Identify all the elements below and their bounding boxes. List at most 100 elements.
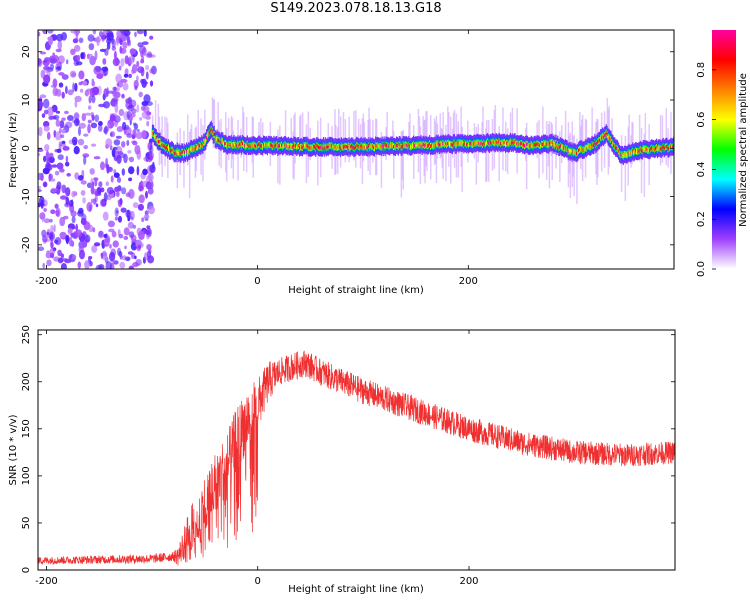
noise-cell	[142, 41, 149, 45]
ridge-cell	[608, 136, 610, 140]
ridge-cell	[260, 144, 262, 148]
ridge-cell	[436, 142, 438, 147]
ridge-cell	[227, 142, 230, 147]
ridge-cell	[472, 142, 474, 146]
noise-cell	[94, 114, 100, 123]
ridge-cell	[654, 147, 656, 152]
noise-cell	[111, 97, 119, 103]
ridge-cell	[671, 145, 673, 149]
noise-cell	[144, 210, 149, 216]
ridge-cell	[309, 146, 311, 150]
noise-cell	[70, 30, 78, 34]
noise-cell	[113, 139, 121, 146]
ridge-cell	[626, 153, 628, 157]
ridge-cell	[564, 146, 566, 150]
ridge-cell	[653, 147, 655, 151]
noise-cell	[42, 262, 45, 269]
ridge-cell	[231, 143, 233, 148]
ridge-cell	[438, 143, 440, 148]
ridge-cell	[571, 151, 573, 155]
ridge-cell	[288, 145, 290, 149]
ridge-halo	[665, 108, 667, 165]
ridge-cell	[257, 143, 259, 148]
ridge-cell	[178, 150, 180, 154]
ridge-halo	[631, 121, 633, 165]
noise-cell	[85, 234, 91, 243]
noise-cell	[56, 61, 60, 67]
noise-cell	[43, 199, 48, 207]
noise-cell	[95, 203, 99, 208]
noise-cell	[49, 57, 58, 64]
ridge-cell	[264, 143, 267, 148]
ridge-cell	[623, 152, 625, 157]
ridge-halo	[485, 128, 487, 182]
noise-cell	[58, 72, 65, 76]
ridge-cell	[569, 150, 571, 154]
noise-cell	[105, 181, 110, 186]
noise-cell	[61, 184, 67, 194]
ridge-halo	[525, 122, 528, 190]
ridge-cell	[208, 130, 211, 135]
ridge-cell	[177, 151, 179, 156]
ridge-cell	[489, 140, 491, 145]
ridge-cell	[583, 148, 585, 152]
ridge-cell	[517, 142, 519, 146]
noise-cell	[62, 146, 70, 151]
noise-cell	[113, 115, 121, 123]
ridge-cell	[420, 142, 422, 146]
ridge-cell	[427, 144, 429, 148]
ridge-cell	[282, 144, 285, 148]
ridge-cell	[262, 144, 264, 149]
ridge-cell	[560, 144, 562, 148]
ridge-cell	[228, 142, 230, 147]
ridge-cell	[450, 143, 453, 147]
ridge-cell	[582, 148, 585, 152]
noise-cell	[105, 138, 113, 148]
ridge-cell	[664, 145, 666, 150]
ridge-cell	[625, 152, 627, 157]
ridge-cell	[535, 143, 537, 147]
ridge-cell	[496, 140, 498, 145]
ridge-cell	[434, 143, 436, 148]
noise-cell	[109, 251, 116, 262]
ridge-cell	[192, 146, 194, 151]
noise-cell	[145, 53, 153, 58]
noise-cell	[54, 131, 62, 141]
noise-cell	[67, 89, 74, 96]
ridge-cell	[534, 142, 536, 147]
noise-cell	[75, 223, 78, 232]
noise-cell	[79, 88, 84, 93]
ridge-cell	[473, 141, 475, 145]
ridge-cell	[448, 141, 450, 145]
ridge-cell	[312, 145, 314, 149]
ridge-cell	[575, 151, 577, 155]
noise-cell	[109, 244, 112, 249]
noise-cell	[43, 120, 50, 128]
ridge-halo	[392, 120, 394, 152]
ridge-cell	[647, 148, 649, 152]
noise-cell	[110, 175, 114, 183]
ridge-cell	[229, 143, 231, 147]
ridge-cell	[237, 142, 239, 146]
noise-cell	[134, 85, 138, 91]
noise-cell	[103, 192, 108, 202]
noise-cell	[120, 207, 127, 213]
ridge-cell	[191, 148, 193, 152]
noise-cell	[146, 120, 150, 127]
noise-cell	[83, 145, 88, 150]
noise-cell	[84, 112, 92, 116]
ridge-cell	[524, 143, 526, 148]
noise-cell	[40, 172, 44, 182]
ridge-cell	[207, 133, 209, 137]
ridge-cell	[429, 142, 431, 146]
noise-cell	[65, 155, 69, 163]
noise-cell	[138, 184, 145, 192]
ridge-cell	[591, 142, 593, 147]
ridge-cell	[382, 145, 384, 150]
ridge-cell	[390, 143, 392, 147]
noise-cell	[96, 187, 102, 195]
ridge-halo	[400, 131, 403, 198]
ridge-cell	[332, 144, 334, 149]
ridge-cell	[180, 152, 182, 156]
